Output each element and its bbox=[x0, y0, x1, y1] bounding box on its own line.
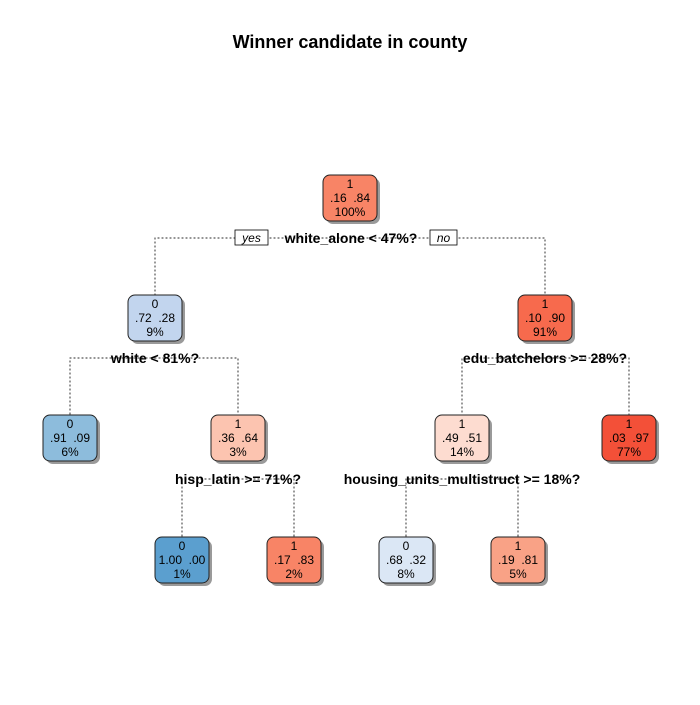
tree-node-n11: 1.17 .832% bbox=[266, 536, 324, 586]
split-label-n5: hisp_latin >= 71%? bbox=[175, 471, 301, 487]
no-tag-box bbox=[429, 229, 458, 246]
split-labels: white_alone < 47%? white < 81%? edu_batche… bbox=[110, 229, 627, 487]
node-probabilities: .16 .84 bbox=[330, 191, 370, 205]
node-probabilities: .91 .09 bbox=[50, 431, 90, 445]
node-probabilities: .03 .97 bbox=[609, 431, 649, 445]
tree-node-n5: 1.36 .643% bbox=[210, 414, 268, 464]
tree-edge-n3-n7 bbox=[544, 357, 630, 416]
chart-title: Winner candidate in county bbox=[233, 32, 468, 52]
node-box bbox=[517, 294, 573, 342]
node-percentage: 5% bbox=[509, 567, 527, 581]
node-box bbox=[127, 294, 183, 342]
tree-edge-n2-n5 bbox=[154, 357, 239, 416]
node-percentage: 8% bbox=[397, 567, 415, 581]
node-class-label: 0 bbox=[403, 539, 410, 553]
node-class-label: 1 bbox=[291, 539, 298, 553]
node-box bbox=[154, 536, 210, 584]
tree-edge-n5-n11 bbox=[237, 478, 295, 538]
no-label: no bbox=[437, 231, 451, 245]
tree-edge-n6-n12 bbox=[405, 478, 463, 538]
node-percentage: 2% bbox=[285, 567, 303, 581]
node-percentage: 9% bbox=[146, 325, 164, 339]
node-percentage: 91% bbox=[533, 325, 557, 339]
tree-node-n4: 0.91 .096% bbox=[42, 414, 100, 464]
node-box bbox=[210, 414, 266, 462]
node-percentage: 100% bbox=[335, 205, 366, 219]
tree-edge-n2-n4 bbox=[69, 357, 156, 416]
node-box bbox=[490, 536, 546, 584]
node-percentage: 14% bbox=[450, 445, 474, 459]
yes-label: yes bbox=[241, 231, 261, 245]
node-class-label: 0 bbox=[179, 539, 186, 553]
node-class-label: 1 bbox=[542, 297, 549, 311]
node-probabilities: .49 .51 bbox=[442, 431, 482, 445]
node-probabilities: .10 .90 bbox=[525, 311, 565, 325]
node-class-label: 0 bbox=[67, 417, 74, 431]
node-box bbox=[42, 414, 98, 462]
node-box bbox=[266, 536, 322, 584]
node-percentage: 77% bbox=[617, 445, 641, 459]
split-label-root: white_alone < 47%? bbox=[284, 230, 418, 246]
node-probabilities: .19 .81 bbox=[498, 553, 538, 567]
tree-edge-n3-n6 bbox=[461, 357, 546, 416]
node-probabilities: 1.00 .00 bbox=[159, 553, 206, 567]
split-label-n6: housing_units_multistruct >= 18%? bbox=[344, 471, 581, 487]
node-percentage: 3% bbox=[229, 445, 247, 459]
tree-edge-n6-n13 bbox=[461, 478, 519, 538]
node-probabilities: .72 .28 bbox=[135, 311, 175, 325]
yes-tag: yes bbox=[234, 229, 269, 246]
node-probabilities: .36 .64 bbox=[218, 431, 258, 445]
node-box bbox=[601, 414, 657, 462]
node-percentage: 1% bbox=[173, 567, 191, 581]
node-class-label: 1 bbox=[626, 417, 633, 431]
node-probabilities: .17 .83 bbox=[274, 553, 314, 567]
tree-node-n12: 0.68 .328% bbox=[378, 536, 436, 586]
node-class-label: 1 bbox=[459, 417, 466, 431]
node-percentage: 6% bbox=[61, 445, 79, 459]
node-box bbox=[322, 174, 378, 222]
node-probabilities: .68 .32 bbox=[386, 553, 426, 567]
tree-edge-root-n2 bbox=[154, 237, 352, 296]
tree-edge-root-n3 bbox=[350, 237, 546, 296]
node-class-label: 1 bbox=[235, 417, 242, 431]
tree-node-n2: 0.72 .289% bbox=[127, 294, 185, 344]
node-class-label: 1 bbox=[347, 177, 354, 191]
node-box bbox=[434, 414, 490, 462]
no-tag: no bbox=[429, 229, 458, 246]
tree-edges bbox=[69, 237, 630, 538]
node-class-label: 1 bbox=[515, 539, 522, 553]
split-label-n3: edu_batchelors >= 28%? bbox=[463, 350, 627, 366]
tree-node-n13: 1.19 .815% bbox=[490, 536, 548, 586]
node-class-label: 0 bbox=[152, 297, 159, 311]
tree-node-n10: 01.00 .001% bbox=[154, 536, 212, 586]
yes-tag-box bbox=[234, 229, 269, 246]
split-label-n2: white < 81%? bbox=[110, 350, 199, 366]
tree-edge-n5-n10 bbox=[181, 478, 239, 538]
node-box bbox=[378, 536, 434, 584]
